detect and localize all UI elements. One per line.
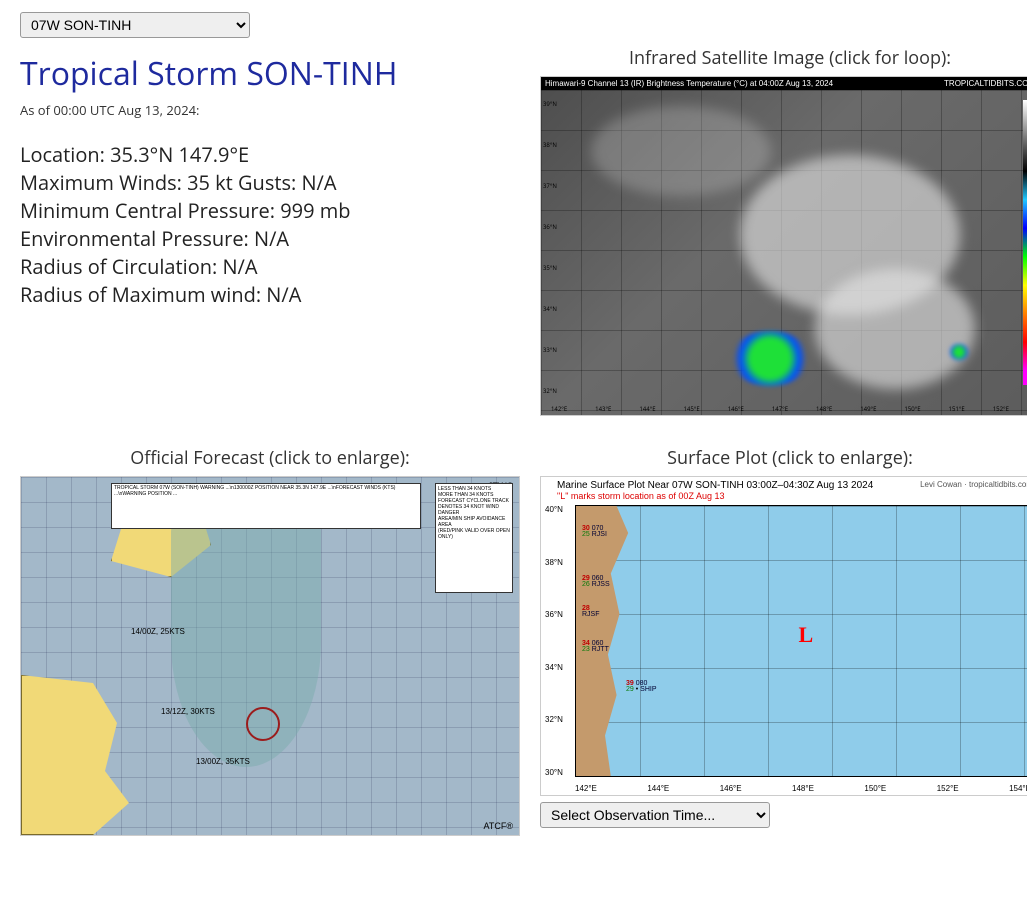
observation-time-selector[interactable]: Select Observation Time... <box>540 802 770 828</box>
legend-line: AREA/MIN SHIP AVOIDANCE AREA <box>438 516 510 528</box>
tick: 34°N <box>543 305 557 313</box>
satellite-map-area: 39°N 38°N 37°N 36°N 35°N 34°N 33°N 32°N … <box>541 90 1027 415</box>
track-point-label: 14/00Z, 25KTS <box>131 627 185 636</box>
stat-env-pressure: Environmental Pressure: N/A <box>20 225 520 253</box>
tick: 143°E <box>595 405 611 413</box>
satellite-x-axis: 142°E 143°E 144°E 145°E 146°E 147°E 148°… <box>551 405 1009 413</box>
tick: 147°E <box>772 405 788 413</box>
as-of-timestamp: As of 00:00 UTC Aug 13, 2024: <box>20 101 520 119</box>
convective-core <box>949 344 969 360</box>
stat-max-winds: Maximum Winds: 35 kt Gusts: N/A <box>20 169 520 197</box>
storm-stats-list: Location: 35.3°N 147.9°E Maximum Winds: … <box>20 141 520 309</box>
forecast-panel: Official Forecast (click to enlarge): 14… <box>20 446 520 836</box>
surface-subheader: "L" marks storm location as of 00Z Aug 1… <box>541 491 1027 503</box>
tick: 32°N <box>543 387 557 395</box>
surface-observation: 28 RJSF <box>582 606 600 619</box>
ir-colorbar <box>1023 100 1027 385</box>
satellite-title: Infrared Satellite Image (click for loop… <box>540 46 1027 70</box>
tick: 152°E <box>993 405 1009 413</box>
page-title: Tropical Storm SON-TINH <box>20 52 520 95</box>
cloud-mass <box>815 269 975 389</box>
satellite-panel: Infrared Satellite Image (click for loop… <box>540 46 1027 416</box>
cloud-mass <box>591 106 771 196</box>
tick: 32°N <box>545 715 563 724</box>
forecast-footer-label: ATCF® <box>484 821 513 831</box>
satellite-header-bar: Himawari-9 Channel 13 (IR) Brightness Te… <box>541 77 1027 90</box>
surface-x-axis: 142°E 144°E 146°E 148°E 150°E 152°E 154°… <box>575 784 1027 793</box>
surface-observation: 30 070 25 RJSI <box>582 526 607 539</box>
tick: 152°E <box>937 784 959 793</box>
forecast-legend-box: LESS THAN 34 KNOTS MORE THAN 34 KNOTS FO… <box>435 483 513 593</box>
surface-header-text: Marine Surface Plot Near 07W SON-TINH 03… <box>557 480 873 491</box>
satellite-y-axis: 39°N 38°N 37°N 36°N 35°N 34°N 33°N 32°N <box>543 100 557 395</box>
storm-info-panel: Tropical Storm SON-TINH As of 00:00 UTC … <box>20 46 520 416</box>
tick: 144°E <box>639 405 655 413</box>
satellite-image[interactable]: Himawari-9 Channel 13 (IR) Brightness Te… <box>540 76 1027 416</box>
satellite-header-text: Himawari-9 Channel 13 (IR) Brightness Te… <box>545 79 833 88</box>
surface-credit: Levi Cowan · tropicaltidbits.com <box>920 480 1027 491</box>
tick: 148°E <box>816 405 832 413</box>
tick: 142°E <box>575 784 597 793</box>
storm-selector[interactable]: 07W SON-TINH <box>20 12 250 38</box>
tick: 35°N <box>543 264 557 272</box>
tick: 36°N <box>545 610 563 619</box>
surface-observation: 29 060 26 RJSS <box>582 576 610 589</box>
surface-title: Surface Plot (click to enlarge): <box>540 446 1027 470</box>
tick: 34°N <box>545 663 563 672</box>
legend-line: DENOTES 34 KNOT WIND DANGER <box>438 504 510 516</box>
tick: 38°N <box>543 141 557 149</box>
surface-panel: Surface Plot (click to enlarge): Marine … <box>540 446 1027 836</box>
track-point-label: 13/00Z, 35KTS <box>196 757 250 766</box>
stat-min-pressure: Minimum Central Pressure: 999 mb <box>20 197 520 225</box>
tick: 144°E <box>647 784 669 793</box>
forecast-header-box: TROPICAL STORM 07W (SON-TINH) WARNING ..… <box>111 483 421 529</box>
satellite-credit: TROPICALTIDBITS.COM <box>944 79 1027 88</box>
forecast-image[interactable]: 14/12Z, 20KTS 14/00Z, 25KTS 13/12Z, 30KT… <box>20 476 520 836</box>
tick: 38°N <box>545 558 563 567</box>
tick: 146°E <box>720 784 742 793</box>
tick: 30°N <box>545 768 563 777</box>
tick: 154°E <box>1009 784 1027 793</box>
surface-y-axis: 40°N 38°N 36°N 34°N 32°N 30°N <box>545 505 563 777</box>
tick: 150°E <box>904 405 920 413</box>
tick: 145°E <box>684 405 700 413</box>
storm-symbol-icon <box>246 707 280 741</box>
convective-core <box>730 331 810 386</box>
tick: 151°E <box>949 405 965 413</box>
tick: 37°N <box>543 182 557 190</box>
tick: 40°N <box>545 505 563 514</box>
tick: 33°N <box>543 346 557 354</box>
stat-location: Location: 35.3°N 147.9°E <box>20 141 520 169</box>
track-point-label: 13/12Z, 30KTS <box>161 707 215 716</box>
surface-observation: 39 080 29 • SHIP <box>626 681 657 694</box>
storm-center-marker: L <box>798 622 813 648</box>
surface-image[interactable]: Marine Surface Plot Near 07W SON-TINH 03… <box>540 476 1027 796</box>
tick: 150°E <box>864 784 886 793</box>
tick: 149°E <box>860 405 876 413</box>
tick: 39°N <box>543 100 557 108</box>
legend-line: (RED/PINK VALID OVER OPEN ONLY) <box>438 528 510 540</box>
tick: 148°E <box>792 784 814 793</box>
stat-radius-max-wind: Radius of Maximum wind: N/A <box>20 281 520 309</box>
tick: 146°E <box>728 405 744 413</box>
stat-radius-circ: Radius of Circulation: N/A <box>20 253 520 281</box>
surface-header-row: Marine Surface Plot Near 07W SON-TINH 03… <box>541 477 1027 491</box>
forecast-title: Official Forecast (click to enlarge): <box>20 446 520 470</box>
surface-observation: 34 060 23 RJTT <box>582 641 609 654</box>
tick: 36°N <box>543 223 557 231</box>
tick: 142°E <box>551 405 567 413</box>
surface-map-area: L 30 070 25 RJSI 29 060 26 RJSS 28 RJSF … <box>575 505 1027 777</box>
